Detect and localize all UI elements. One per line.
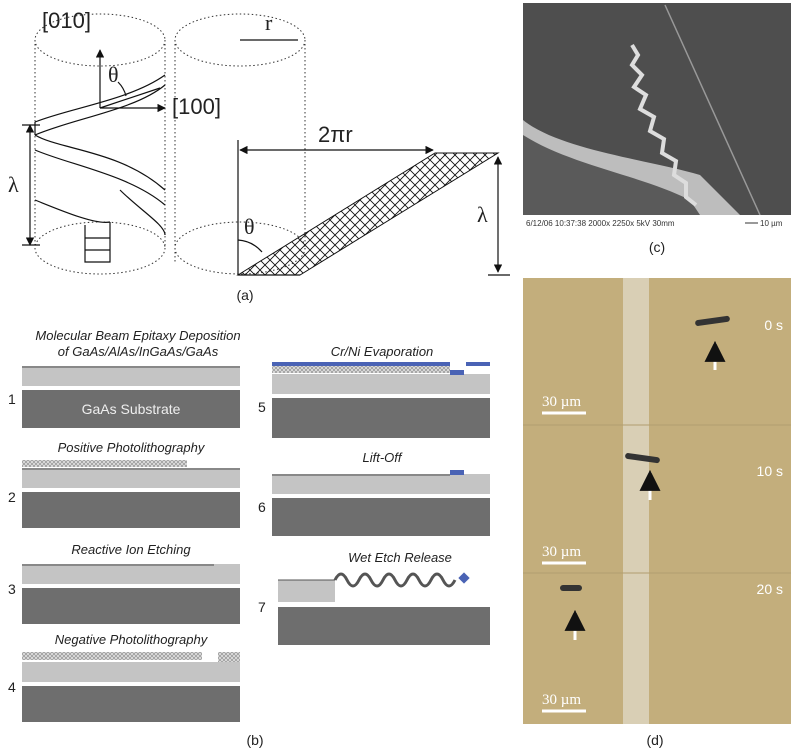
shape-rect [523, 278, 791, 724]
step-number: 7 [258, 599, 266, 615]
time-label: 0 s [764, 317, 783, 333]
scale-label: 10 µm [760, 219, 783, 228]
shape-rect [22, 662, 240, 682]
shape-rect [272, 498, 490, 536]
shape-rect [458, 572, 469, 583]
shape-path [100, 88, 160, 108]
shape-rect [278, 607, 490, 645]
time-label: 10 s [757, 463, 783, 479]
caption: (b) [246, 732, 263, 748]
step-number: 3 [8, 581, 16, 597]
shape-polygon [238, 153, 498, 275]
shape-rect [22, 468, 240, 488]
shape-rect [22, 564, 240, 584]
shape-rect [22, 468, 240, 470]
scale-label: 30 µm [542, 544, 581, 560]
shape-rect [22, 588, 240, 624]
step-title: Lift-Off [362, 450, 402, 465]
scale-label: 30 µm [542, 394, 581, 410]
shape-rect [272, 474, 450, 476]
step-title: Molecular Beam Epitaxy Deposition [35, 328, 240, 343]
angle-label: θ [108, 62, 119, 87]
shape-rect [623, 278, 649, 724]
step-title: Positive Photolithography [58, 440, 206, 455]
step-title: Reactive Ion Etching [71, 542, 191, 557]
shape-rect [22, 686, 240, 722]
step-number: 1 [8, 391, 16, 407]
shape-rect [22, 366, 240, 368]
pitch-label: λ [8, 172, 19, 197]
shape-path [35, 135, 165, 262]
shape-rect [272, 366, 450, 373]
shape-rect [450, 470, 464, 475]
step-number: 2 [8, 489, 16, 505]
shape-rect [560, 585, 582, 591]
panel-a: [010] [100] r θ λ 2πr λ θ (a) [8, 8, 510, 303]
shape-ellipse [35, 222, 165, 274]
time-label: 20 s [757, 581, 783, 597]
axis-label: [010] [42, 8, 91, 33]
shape-path [118, 82, 126, 96]
shape-rect [22, 564, 214, 566]
angle-label: θ [244, 214, 255, 239]
shape-rect [272, 362, 450, 366]
shape-rect [466, 362, 490, 366]
figure: [010] [100] r θ λ 2πr λ θ (a) Molecular … [0, 0, 796, 752]
shape-rect [272, 398, 490, 438]
shape-rect [22, 460, 187, 467]
caption: (a) [236, 287, 253, 303]
radius-label: r [265, 10, 273, 35]
shape-rect [22, 652, 202, 660]
substrate-label: GaAs Substrate [82, 401, 181, 417]
shape-rect [272, 474, 490, 494]
panel-c: 6/12/06 10:37:38 2000x 2250x 5kV 30mm 10… [523, 3, 791, 255]
shape-rect [22, 492, 240, 528]
shape-rect [450, 370, 464, 375]
shape-rect [218, 652, 240, 662]
panel-b: Molecular Beam Epitaxy Deposition of GaA… [8, 328, 490, 748]
step-number: 6 [258, 499, 266, 515]
step-title: of GaAs/AlAs/InGaAs/GaAs [58, 344, 219, 359]
step-number: 5 [258, 399, 266, 415]
scale-label: 30 µm [542, 692, 581, 708]
sem-info: 6/12/06 10:37:38 2000x 2250x 5kV 30mm [526, 219, 675, 228]
step-title: Cr/Ni Evaporation [331, 344, 434, 359]
step-number: 4 [8, 679, 16, 695]
axis-label: [100] [172, 94, 221, 119]
step-title: Negative Photolithography [55, 632, 209, 647]
panel-d: 0 s 10 s 20 s 30 µm 30 µm 30 µm (d) [523, 278, 791, 748]
shape-rect [278, 580, 335, 602]
shape-path [238, 240, 262, 252]
shape-rect [22, 366, 240, 386]
caption: (c) [649, 239, 665, 255]
shape-rect [272, 374, 490, 394]
caption: (d) [646, 732, 663, 748]
pitch-label: λ [477, 202, 488, 227]
circumference-label: 2πr [318, 122, 353, 147]
shape-path [335, 574, 455, 586]
step-title: Wet Etch Release [348, 550, 452, 565]
